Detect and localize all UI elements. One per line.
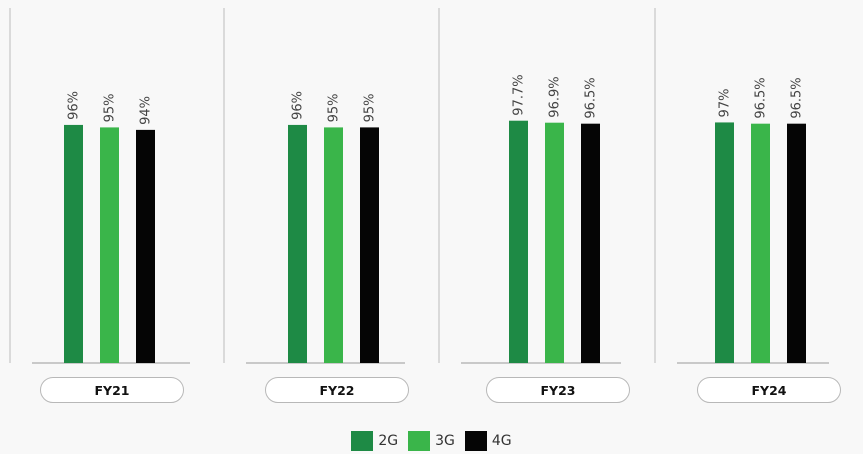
legend-swatch-3g	[408, 431, 431, 451]
data-label-4g-fy23: 96.5%	[584, 77, 599, 118]
legend-label-3g: 3G	[435, 433, 455, 449]
legend-label-2g: 2G	[378, 433, 399, 449]
legend-swatch-2g	[351, 431, 374, 451]
category-pill-fy23: FY23	[486, 377, 630, 403]
bar-4g-fy23	[581, 123, 600, 364]
data-label-2g-fy21: 96%	[67, 91, 82, 120]
bar-3g-fy23	[545, 122, 564, 363]
bar-2g-fy23	[509, 120, 528, 363]
data-label-3g-fy23: 96.9%	[548, 76, 563, 117]
legend-item-2g: 2G	[351, 431, 398, 451]
bar-2g-fy21	[64, 124, 83, 363]
data-label-3g-fy21: 95%	[103, 93, 118, 122]
bar-4g-fy22	[360, 127, 379, 364]
data-label-4g-fy22: 95%	[363, 93, 378, 122]
legend-item-3g: 3G	[408, 431, 455, 451]
data-label-3g-fy22: 95%	[327, 93, 342, 122]
category-pill-fy21: FY21	[40, 377, 184, 403]
bar-4g-fy24	[787, 123, 806, 364]
data-label-4g-fy24: 96.5%	[790, 77, 805, 118]
bar-3g-fy21	[100, 127, 119, 364]
legend-label-4g: 4G	[491, 433, 512, 449]
category-pill-fy24: FY24	[697, 377, 841, 403]
legend-item-4g: 4G	[464, 431, 512, 451]
data-label-3g-fy24: 96.5%	[754, 77, 769, 118]
legend: 2G 3G 4G	[0, 430, 863, 452]
legend-swatch-4g	[464, 431, 487, 451]
bar-2g-fy24	[715, 122, 734, 363]
data-label-2g-fy24: 97%	[718, 89, 733, 118]
bar-3g-fy24	[751, 123, 770, 364]
bar-4g-fy21	[136, 129, 155, 363]
bar-2g-fy22	[288, 124, 307, 363]
data-label-4g-fy21: 94%	[139, 96, 154, 125]
data-label-2g-fy22: 96%	[291, 91, 306, 120]
category-pill-fy22: FY22	[265, 377, 409, 403]
bar-3g-fy22	[324, 127, 343, 364]
data-label-2g-fy23: 97.7%	[512, 74, 527, 115]
